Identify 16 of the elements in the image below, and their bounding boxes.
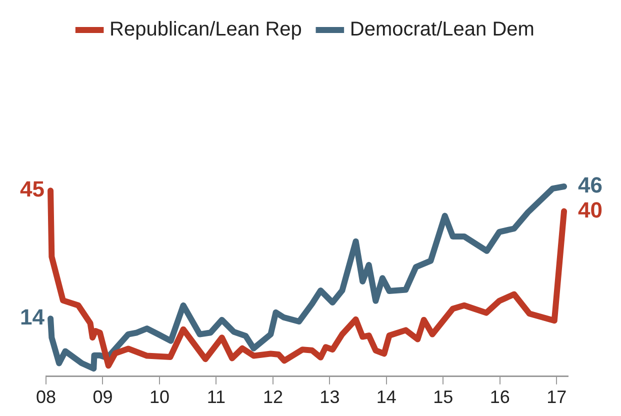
x-tick-label: 08 (36, 387, 56, 408)
x-tick-label: 16 (490, 387, 510, 408)
x-tick-label: 15 (433, 387, 454, 408)
x-tick-label: 12 (262, 387, 283, 408)
x-tick-label: 11 (206, 387, 226, 408)
x-tick-label: 17 (546, 387, 567, 408)
legend-label: Republican/Lean Rep (110, 18, 302, 41)
data-label: 40 (578, 197, 603, 222)
x-tick-label: 10 (149, 387, 170, 408)
data-label: 14 (20, 304, 46, 330)
data-label: 45 (20, 176, 45, 202)
x-tick-label: 14 (376, 387, 396, 408)
x-tick-label: 09 (92, 387, 113, 408)
x-tick-label: 13 (320, 387, 340, 408)
legend-label: Democrat/Lean Dem (350, 18, 534, 41)
data-label: 46 (578, 172, 603, 198)
